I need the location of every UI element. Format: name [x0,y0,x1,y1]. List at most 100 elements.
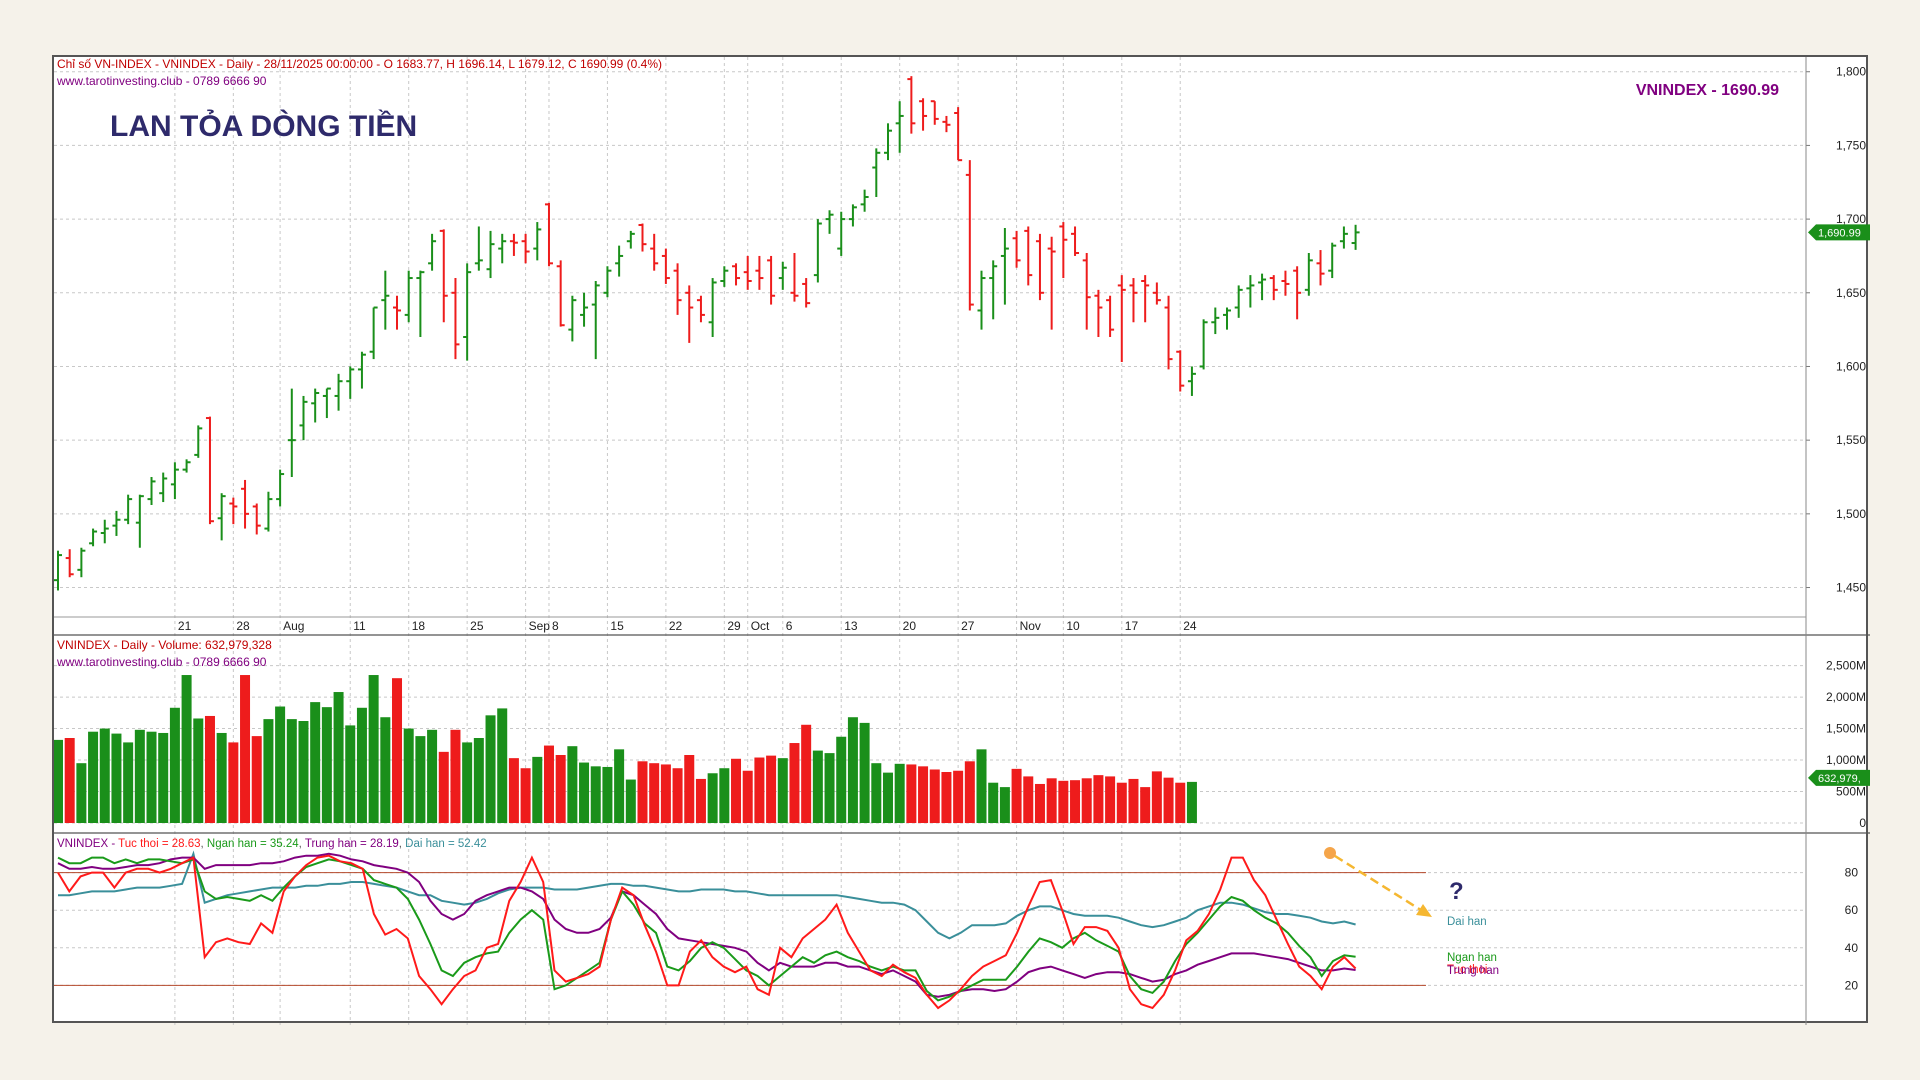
volume-y-tick-label: 2,500M [1826,659,1866,673]
ohlc-bar [989,260,998,320]
volume-bar [988,782,999,823]
ohlc-bar [1199,319,1208,370]
volume-bar [1116,782,1127,823]
last-volume-tag: 632,979, [1808,769,1870,786]
ohlc-bar [194,425,203,458]
volume-bar [368,675,379,823]
volume-bar [801,724,812,823]
ohlc-bar [568,295,577,342]
chart-canvas: 21 28 Aug 11 18 25 Sep 8 15 22 29 Oct 6 13 20 27 Nov 10 17… [54,57,1870,1025]
x-tick-label: 28 [236,619,250,633]
ohlc-bar [299,395,308,441]
volume-y-tick-label: 500M [1836,785,1866,799]
ohlc-bar [673,263,682,315]
ohlc-bar [1082,253,1091,330]
x-tick-label: 8 [552,619,559,633]
volume-bar [719,768,730,823]
ohlc-bar [89,528,98,547]
ohlc-bar [591,281,600,360]
ohlc-bar [1141,275,1150,323]
volume-bar [1186,781,1197,823]
volume-bar [964,761,975,823]
volume-bar [789,743,800,823]
volume-bar [169,707,180,823]
volume-bar [824,753,835,823]
ohlc-bar [965,160,974,311]
ohlc-bar [205,416,214,525]
ohlc-bar [357,351,366,389]
ohlc-bar [802,278,811,308]
ohlc-bar [241,479,250,529]
ohlc-bar [1047,236,1056,330]
ohlc-bar [1223,307,1231,330]
ohlc-bar [439,229,448,323]
indicator-y-tick-label: 40 [1845,941,1859,955]
volume-bar [473,738,484,823]
volume-bar [532,756,543,823]
ohlc-bar [603,266,612,298]
volume-bar [999,787,1010,823]
volume-bar [894,763,905,823]
indicator-ngan-han-value: Ngan han = 35.24 [207,838,299,850]
ohlc-bar [790,253,799,302]
ohlc-bar [77,547,86,578]
volume-bar [146,731,157,823]
indicator-separator-2: , [299,838,305,850]
x-tick-label: 15 [610,619,624,633]
volume-y-tick-label: 1,500M [1826,722,1866,736]
price-bars [54,76,1360,591]
volume-bar [111,733,122,823]
ohlc-bar [685,285,694,343]
ohlc-bar [416,270,425,337]
volume-bar [1023,776,1034,823]
x-tick-label: 10 [1066,619,1080,633]
x-tick-label: 11 [353,619,366,633]
ohlc-bar [346,366,355,399]
label-ngan-han: Ngan han [1447,952,1497,964]
ohlc-bar [1071,226,1080,256]
volume-bar [602,766,613,823]
ohlc-bar [334,373,343,411]
volume-bar [1081,778,1092,823]
ohlc-bar [428,233,437,271]
volume-bar [766,755,777,823]
label-dai-han: Dai han [1447,916,1487,928]
ohlc-bar [1094,289,1103,337]
volume-bar [76,763,87,823]
volume-bar [1058,780,1069,823]
ohlc-bar [650,233,659,271]
indicator-info-text: VNINDEX - Tuc thoi = 28.63, Ngan han = 3… [57,838,487,850]
ohlc-bar [720,266,729,287]
x-tick-label: Sep [529,619,551,633]
volume-bar [625,779,636,823]
last-price-tag-text: 1,690.99 [1818,227,1861,239]
indicator-line-dai-han [58,850,1356,940]
volume-bar [871,763,882,823]
ohlc-bar [217,493,226,541]
grid-layer [54,57,1806,1025]
x-tick-label: 6 [786,619,793,633]
ohlc-bar [264,491,273,532]
x-tick-label: 18 [412,619,426,633]
indicator-line-trung-han [57,852,1356,998]
ohlc-bar [1304,253,1313,296]
ohlc-bar [1000,227,1009,305]
volume-y-tick-label: 0 [1859,816,1866,830]
ohlc-bar [276,469,285,507]
volume-bar [567,746,578,823]
ohlc-bar [124,494,133,525]
x-tick-label: Aug [283,619,304,633]
indicator-trung-han-value: Trung han = 28.19 [305,838,399,850]
indicator-line-ngan-han [57,856,1356,1002]
volume-bar [321,707,332,823]
ohlc-bar [907,76,916,134]
volume-bar [310,702,321,823]
ohlc-bar [1187,366,1196,396]
indicator-y-tick-label: 60 [1845,903,1859,917]
volume-bar [88,731,99,823]
price-y-tick-label: 1,700 [1836,212,1866,226]
ohlc-bar [872,148,881,197]
x-tick-label: 22 [669,619,683,633]
x-tick-label: 25 [470,619,484,633]
ohlc-bar [837,211,846,256]
